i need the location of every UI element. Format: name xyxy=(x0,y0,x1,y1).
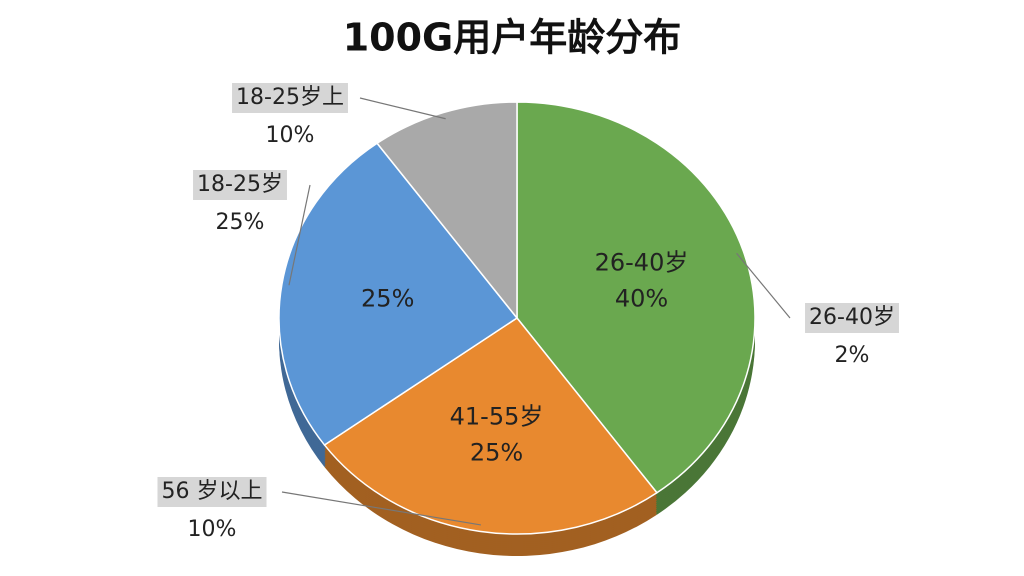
annotation-value: 10% xyxy=(188,517,237,542)
slice-value-label: 25% xyxy=(361,284,414,312)
chart-title: 100G用户年龄分布 xyxy=(343,16,682,60)
annotation-label: 56 岁以上 xyxy=(162,479,263,504)
annotation-value: 2% xyxy=(835,343,870,368)
annotation-value: 25% xyxy=(216,210,265,235)
slice xyxy=(278,142,519,446)
slice-value-label: 25% xyxy=(470,438,523,466)
leader-line xyxy=(359,97,446,120)
slice xyxy=(376,101,518,321)
leader-line xyxy=(281,491,481,526)
annotation-box xyxy=(157,477,267,507)
slice-value-label: 40% xyxy=(615,284,668,312)
annotation-box xyxy=(193,170,287,200)
annotation-box xyxy=(232,83,348,113)
annotation-label: 26-40岁 xyxy=(809,305,895,330)
slice xyxy=(323,316,658,535)
annotation-box xyxy=(805,303,899,333)
leader-line xyxy=(736,252,791,319)
leader-line xyxy=(288,184,311,286)
slice xyxy=(516,101,756,494)
annotation-value: 10% xyxy=(266,123,315,148)
slice-label: 26-40岁 xyxy=(595,248,689,276)
annotation-label: 18-25岁 xyxy=(197,172,283,197)
slice-label: 41-55岁 xyxy=(450,402,544,430)
annotation-label: 18-25岁上 xyxy=(236,85,344,110)
